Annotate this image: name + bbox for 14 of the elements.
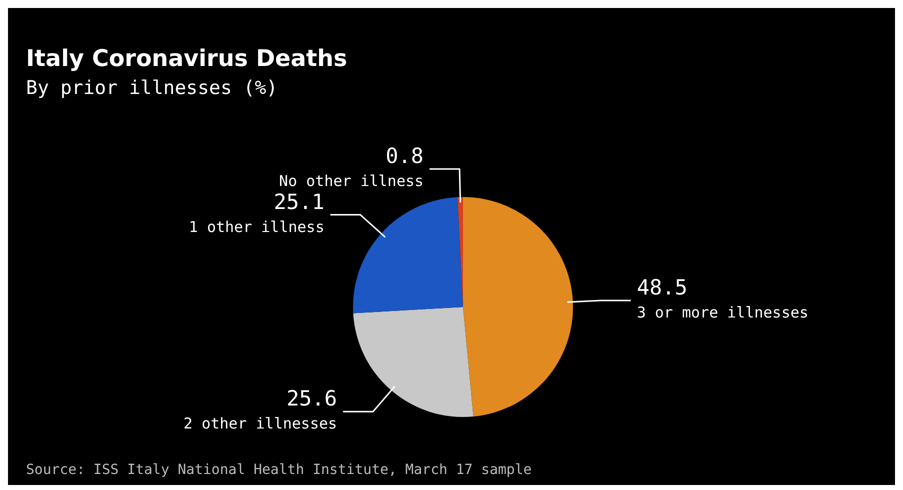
pie-slice bbox=[463, 197, 573, 417]
data-label: 25.6 bbox=[286, 386, 338, 411]
pie-slice bbox=[353, 197, 463, 314]
slice-label: 2 other illnesses bbox=[184, 414, 338, 433]
data-label: 25.1 bbox=[274, 190, 324, 214]
pie-slice bbox=[353, 307, 474, 417]
chart-title: Italy Coronavirus Deaths bbox=[26, 46, 348, 72]
slice-label: 1 other illness bbox=[188, 218, 324, 236]
chart-subtitle: By prior illnesses (%) bbox=[26, 77, 278, 99]
slice-label: 3 or more illnesses bbox=[636, 304, 808, 322]
source-note: Source: ISS Italy National Health Institute, March 17 sample bbox=[26, 462, 532, 478]
data-label: 48.5 bbox=[636, 276, 688, 300]
data-label: 0.8 bbox=[386, 144, 424, 168]
slice-label: No other illness bbox=[279, 172, 424, 190]
